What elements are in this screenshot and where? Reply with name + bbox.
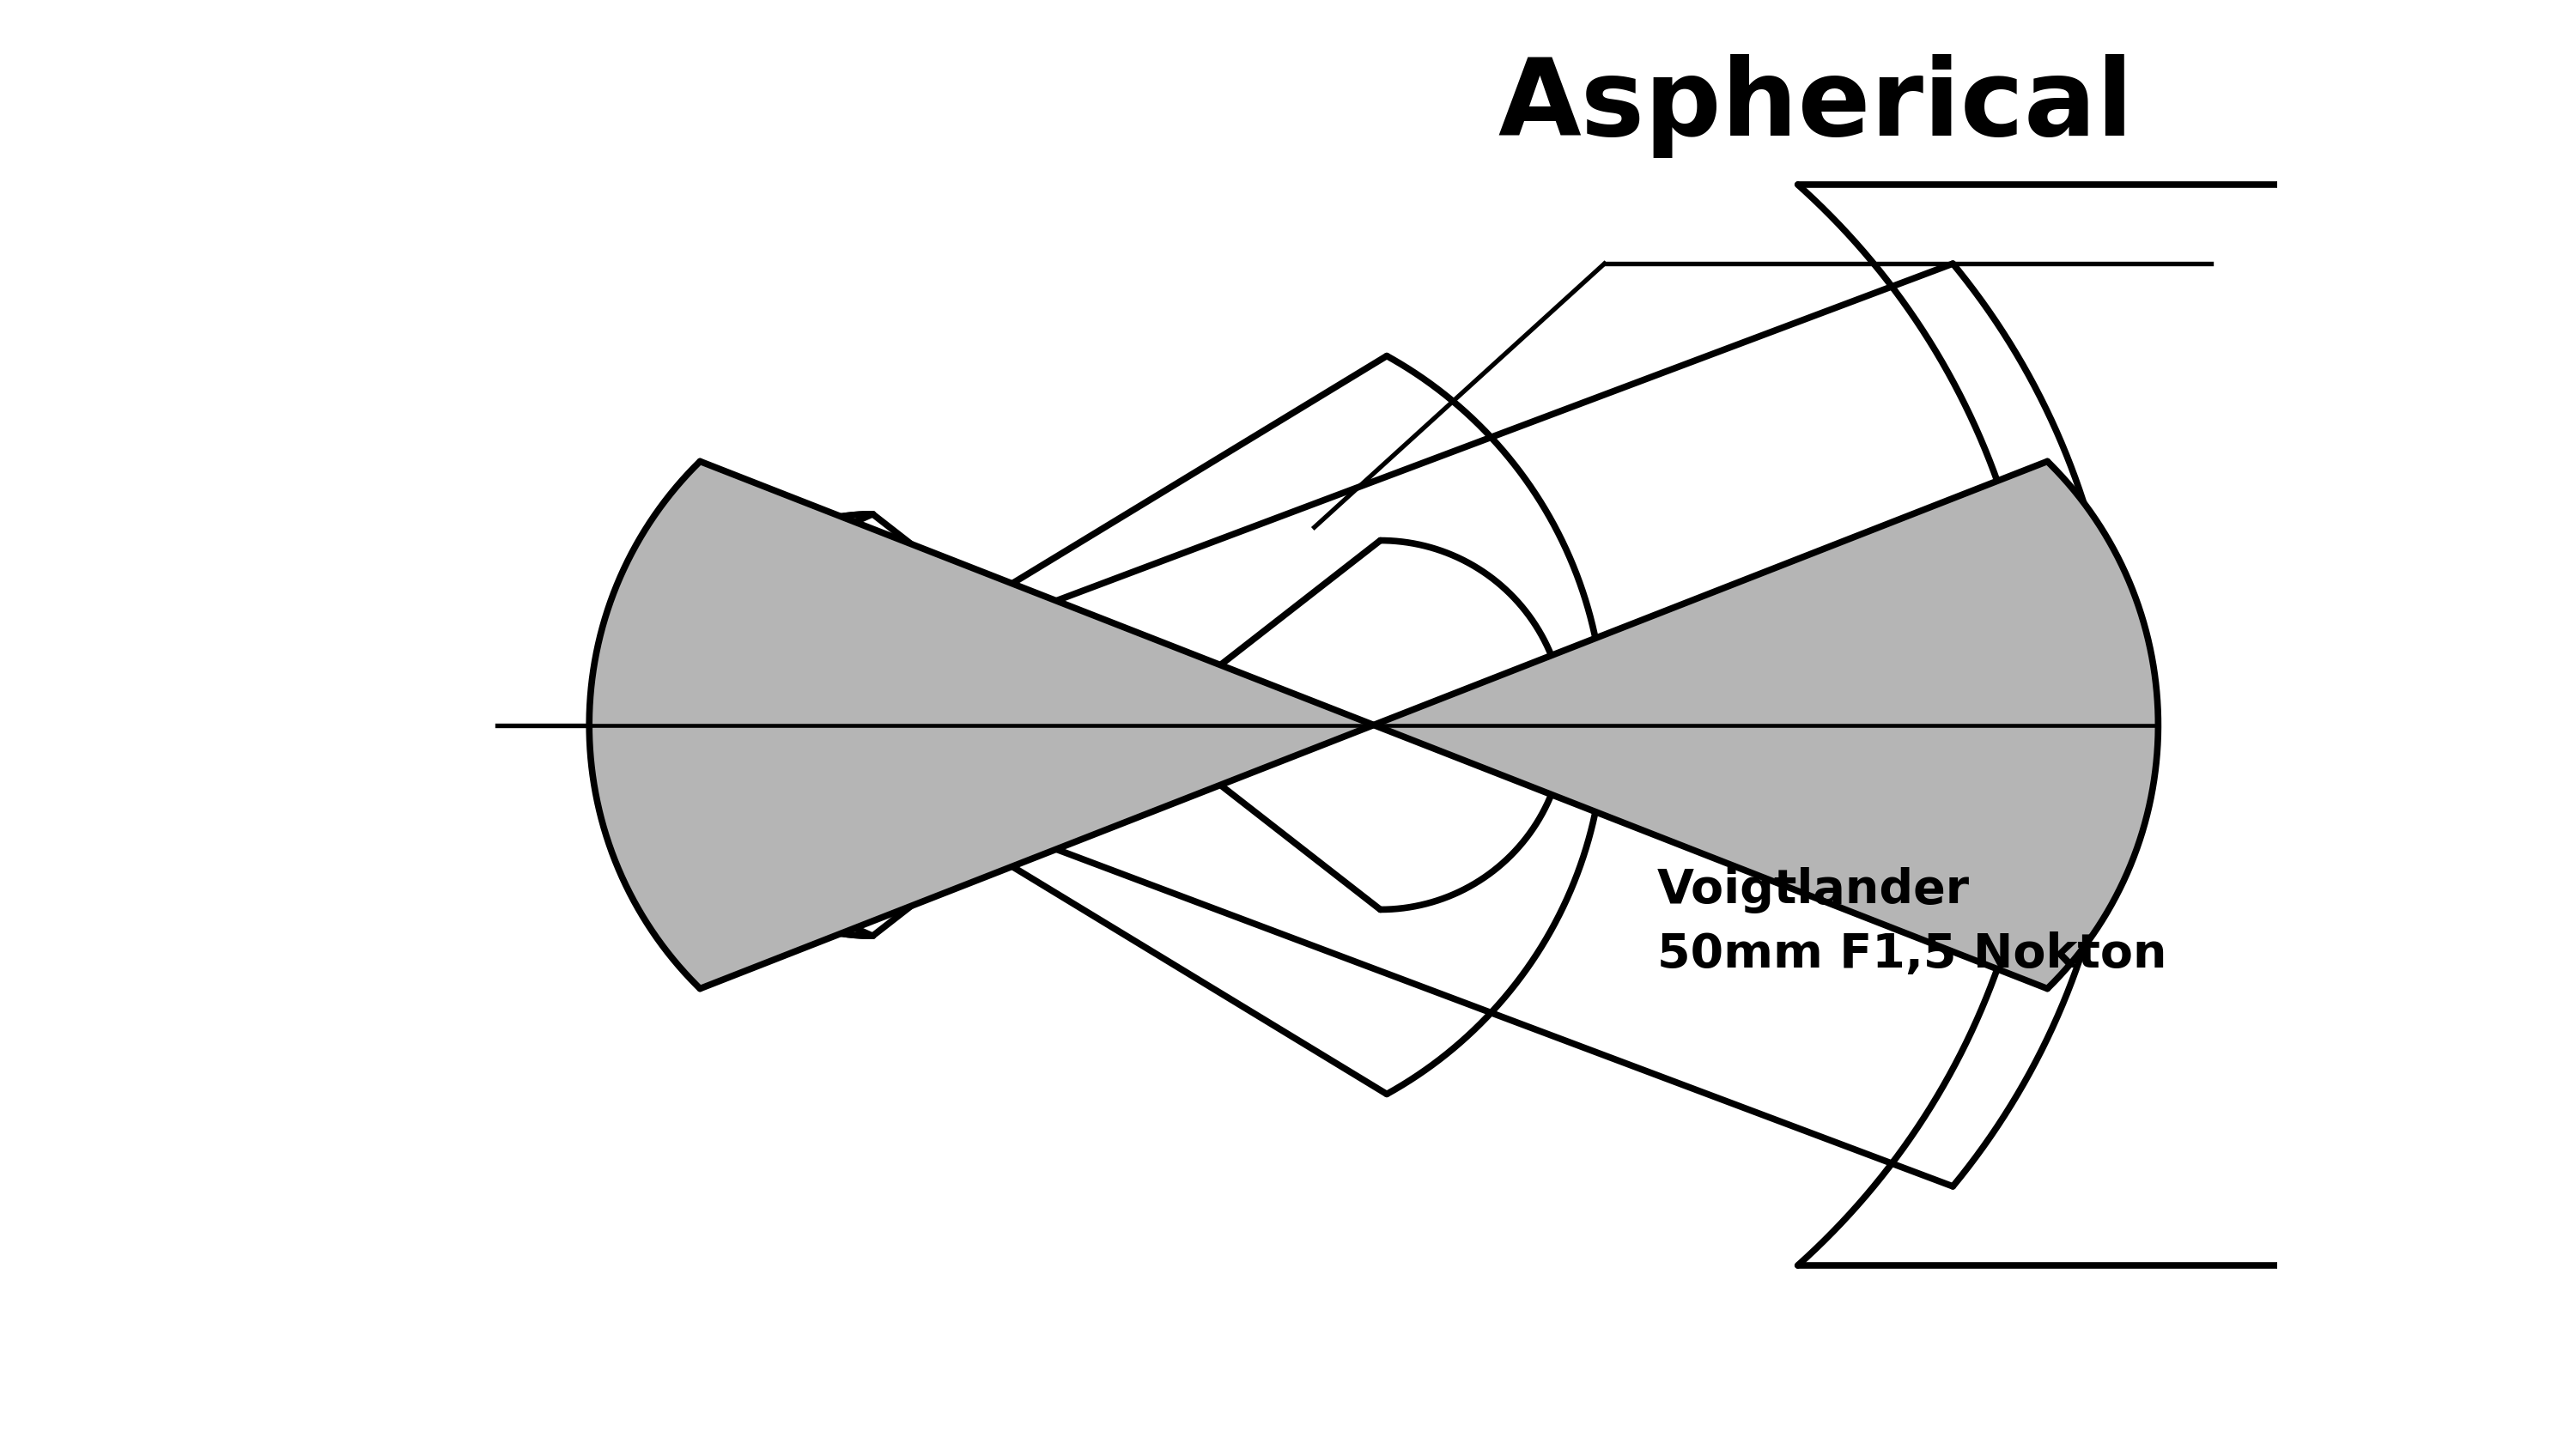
Polygon shape (1798, 184, 2576, 1266)
Polygon shape (866, 264, 2117, 1186)
Polygon shape (866, 355, 1605, 1095)
Text: Voigtlander
50mm F1,5 Nokton: Voigtlander 50mm F1,5 Nokton (1656, 867, 2166, 979)
Polygon shape (662, 515, 1564, 935)
Polygon shape (629, 515, 873, 935)
Polygon shape (590, 461, 2159, 989)
Text: Aspherical: Aspherical (1497, 54, 2133, 158)
